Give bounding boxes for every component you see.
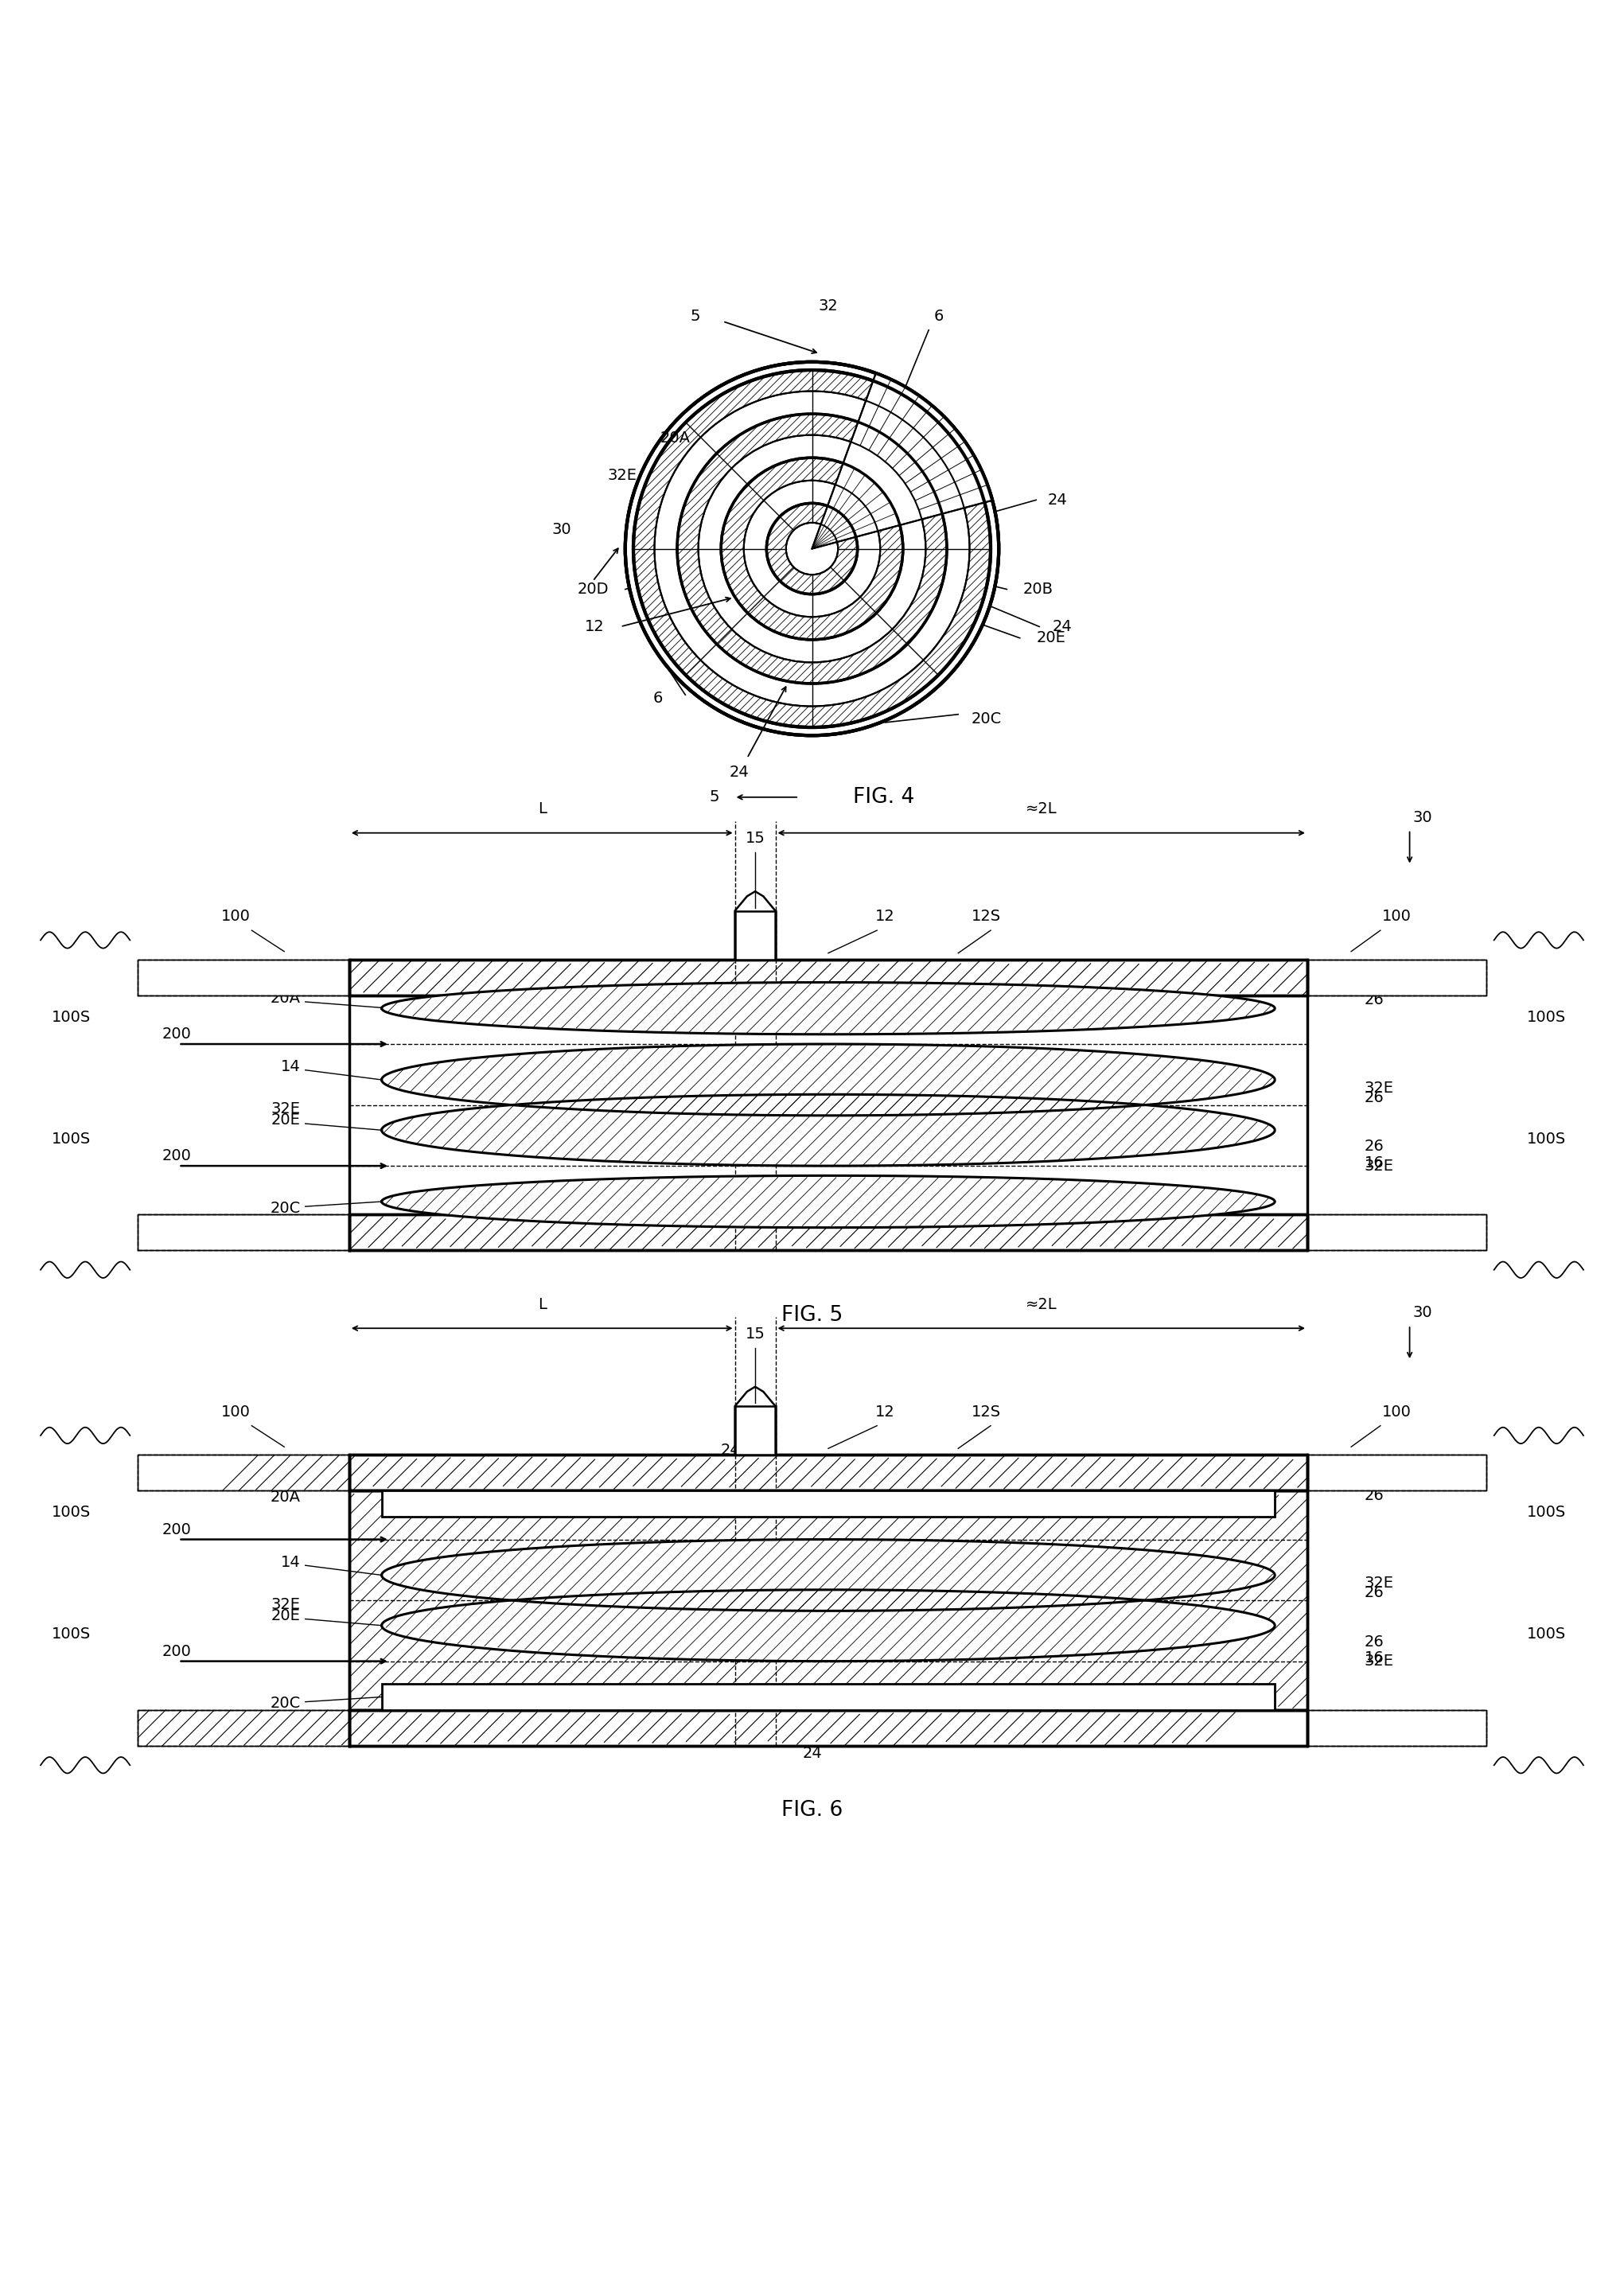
Text: 14: 14 (281, 1059, 300, 1075)
Text: 100: 100 (1382, 1404, 1411, 1420)
Text: 20C: 20C (270, 1201, 300, 1215)
Bar (349, 1215, 1307, 1251)
Text: 20E: 20E (271, 1112, 300, 1128)
Text: 6: 6 (934, 308, 944, 324)
Bar (138, 1215, 349, 1251)
Text: FIG. 4: FIG. 4 (853, 788, 914, 808)
Bar (138, 1454, 349, 1491)
Text: L: L (538, 801, 546, 817)
Bar (349, 959, 1307, 995)
Text: 32E: 32E (1364, 1157, 1393, 1173)
Text: 100S: 100S (52, 1504, 91, 1520)
Text: 24: 24 (802, 1746, 822, 1760)
Text: 6: 6 (653, 689, 663, 705)
Bar (138, 1710, 349, 1746)
Text: 32E: 32E (271, 1596, 300, 1612)
Bar (138, 959, 349, 995)
Text: 32E: 32E (271, 1100, 300, 1116)
Text: 24: 24 (1052, 619, 1072, 635)
Text: 100S: 100S (52, 1625, 91, 1641)
Text: 100: 100 (221, 1404, 250, 1420)
Text: 32E: 32E (1364, 1653, 1393, 1669)
Polygon shape (382, 1043, 1275, 1116)
Text: ≈2L: ≈2L (1026, 801, 1057, 817)
Bar (1307, 959, 1486, 995)
Bar (1307, 1215, 1486, 1251)
Text: 100S: 100S (1527, 1625, 1566, 1641)
Bar (734, 1406, 776, 1454)
Polygon shape (382, 1094, 1275, 1167)
Text: 200: 200 (162, 1644, 192, 1660)
Text: 14: 14 (281, 1555, 300, 1571)
Text: 12S: 12S (971, 909, 1000, 925)
Text: 32E: 32E (1364, 1575, 1393, 1591)
Text: 20C: 20C (270, 1696, 300, 1710)
Bar (349, 1454, 1307, 1491)
Text: 24: 24 (1047, 493, 1067, 507)
Text: 20E: 20E (1036, 630, 1065, 646)
Text: FIG. 5: FIG. 5 (781, 1306, 843, 1326)
Text: 30: 30 (552, 521, 572, 537)
Text: 12: 12 (875, 909, 895, 925)
Text: 26: 26 (1364, 1089, 1384, 1105)
Text: 26: 26 (1364, 993, 1384, 1007)
Text: 24: 24 (729, 765, 749, 781)
Text: 20A: 20A (270, 991, 300, 1007)
Text: 200: 200 (162, 1148, 192, 1164)
Text: 30: 30 (1413, 1306, 1432, 1320)
Circle shape (625, 363, 999, 735)
Text: 20D: 20D (578, 582, 609, 596)
Text: 26: 26 (1364, 1489, 1384, 1502)
Text: 5: 5 (710, 790, 719, 804)
Text: 100: 100 (221, 909, 250, 925)
Bar (382, 1491, 1275, 1516)
Text: 20A: 20A (659, 431, 690, 445)
Text: 12: 12 (585, 619, 604, 635)
Text: 16: 16 (1364, 1651, 1384, 1667)
Text: 100S: 100S (1527, 1132, 1566, 1146)
Text: 100S: 100S (52, 1009, 91, 1025)
Polygon shape (382, 1589, 1275, 1662)
Text: 32E: 32E (1364, 1080, 1393, 1096)
Text: 32E: 32E (607, 468, 637, 484)
Bar (1307, 1454, 1486, 1491)
Text: 26: 26 (1364, 1635, 1384, 1648)
Text: FIG. 6: FIG. 6 (781, 1801, 843, 1822)
Text: 12: 12 (875, 1404, 895, 1420)
Polygon shape (382, 1539, 1275, 1612)
Text: 26: 26 (1364, 1139, 1384, 1153)
Text: 20A: 20A (270, 1489, 300, 1504)
Text: 5: 5 (690, 308, 700, 324)
Polygon shape (382, 1176, 1275, 1228)
Text: ≈2L: ≈2L (1026, 1297, 1057, 1313)
Text: 100S: 100S (52, 1132, 91, 1146)
Text: 100: 100 (1382, 909, 1411, 925)
Text: 20E: 20E (271, 1607, 300, 1623)
Text: 20B: 20B (1023, 582, 1054, 596)
Text: L: L (538, 1297, 546, 1313)
Text: 15: 15 (745, 1326, 765, 1342)
Bar (734, 911, 776, 959)
Text: 26: 26 (1364, 1584, 1384, 1600)
Text: 12S: 12S (971, 1404, 1000, 1420)
Text: 100S: 100S (1527, 1009, 1566, 1025)
Text: 24: 24 (721, 1443, 741, 1459)
Wedge shape (812, 372, 992, 548)
Text: 15: 15 (745, 831, 765, 847)
Text: 30: 30 (1413, 810, 1432, 824)
Bar (349, 1710, 1307, 1746)
Text: 16: 16 (1364, 1155, 1384, 1171)
Text: 32: 32 (818, 299, 838, 313)
Text: 200: 200 (162, 1027, 192, 1041)
Polygon shape (382, 982, 1275, 1034)
Bar (1307, 1710, 1486, 1746)
Bar (382, 1685, 1275, 1710)
Text: 100S: 100S (1527, 1504, 1566, 1520)
Text: 20C: 20C (971, 712, 1002, 726)
Text: 200: 200 (162, 1523, 192, 1536)
